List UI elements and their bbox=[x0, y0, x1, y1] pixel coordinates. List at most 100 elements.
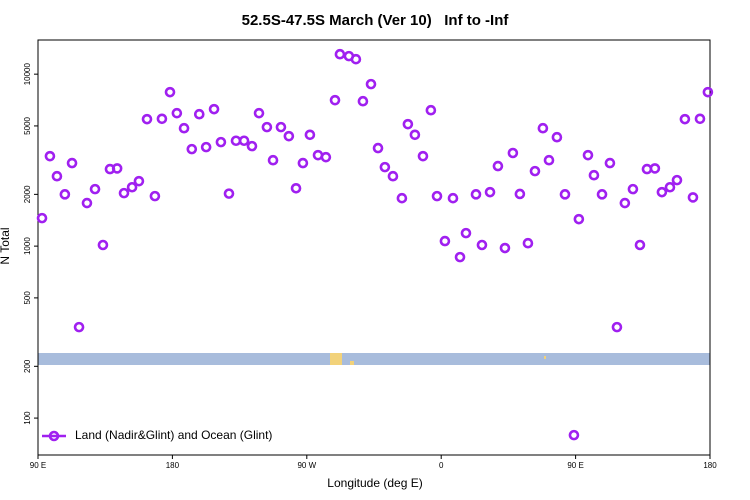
point bbox=[223, 188, 235, 199]
x-tick-label: 180 bbox=[703, 461, 717, 470]
legend-label: Land (Nadir&Glint) and Ocean (Glint) bbox=[75, 428, 272, 442]
point bbox=[460, 227, 472, 239]
point bbox=[507, 147, 519, 159]
point bbox=[582, 149, 594, 161]
chart-title: 52.5S-47.5S March (Ver 10) Inf to -Inf bbox=[242, 12, 510, 29]
point bbox=[543, 154, 555, 166]
point bbox=[164, 86, 176, 98]
point bbox=[253, 107, 265, 119]
point bbox=[529, 165, 541, 177]
point bbox=[267, 154, 279, 166]
point bbox=[320, 151, 332, 163]
point bbox=[261, 121, 273, 133]
y-axis-label: N Total bbox=[0, 227, 12, 264]
point bbox=[118, 187, 130, 199]
point bbox=[200, 141, 212, 153]
point bbox=[357, 95, 369, 107]
land-patch bbox=[544, 356, 546, 359]
y-tick-label: 2000 bbox=[23, 185, 32, 203]
point bbox=[186, 143, 198, 155]
point bbox=[431, 190, 443, 202]
point bbox=[537, 122, 549, 134]
y-tick-label: 500 bbox=[23, 291, 32, 305]
point bbox=[126, 181, 138, 193]
point bbox=[454, 251, 466, 263]
surface-mask bbox=[38, 353, 710, 365]
point bbox=[551, 131, 563, 143]
y-tick-label: 200 bbox=[23, 359, 32, 373]
x-tick-label: 90 W bbox=[297, 461, 316, 470]
point bbox=[387, 170, 399, 182]
plot-frame bbox=[37, 39, 711, 456]
point bbox=[611, 321, 623, 333]
y-tick-label: 5000 bbox=[23, 116, 32, 134]
point bbox=[89, 183, 101, 195]
point bbox=[329, 94, 341, 106]
point bbox=[409, 129, 421, 141]
point bbox=[156, 113, 168, 125]
point bbox=[171, 107, 183, 119]
point bbox=[702, 86, 714, 98]
point bbox=[573, 213, 585, 225]
point bbox=[559, 189, 571, 200]
point bbox=[304, 129, 316, 141]
point bbox=[568, 429, 580, 441]
point bbox=[208, 103, 220, 115]
legend-marker bbox=[48, 430, 60, 442]
point bbox=[402, 118, 414, 130]
y-tick-label: 1000 bbox=[23, 237, 32, 255]
point bbox=[44, 150, 56, 162]
point bbox=[694, 113, 706, 125]
point bbox=[97, 239, 109, 251]
point bbox=[81, 197, 93, 209]
point bbox=[141, 113, 153, 125]
point bbox=[178, 122, 190, 134]
point bbox=[66, 157, 78, 169]
point bbox=[484, 186, 496, 198]
point bbox=[111, 163, 123, 174]
land-patch bbox=[350, 361, 354, 365]
point bbox=[447, 192, 459, 204]
point bbox=[133, 175, 145, 187]
x-tick-label: 180 bbox=[166, 461, 180, 470]
point bbox=[372, 142, 384, 154]
point bbox=[283, 130, 295, 142]
point bbox=[149, 190, 161, 202]
point bbox=[425, 104, 437, 116]
point bbox=[619, 197, 631, 209]
point bbox=[588, 169, 600, 181]
point bbox=[522, 237, 534, 249]
point bbox=[379, 161, 391, 173]
land-patch bbox=[330, 353, 342, 365]
point bbox=[51, 170, 63, 182]
point bbox=[275, 121, 287, 133]
point bbox=[492, 160, 504, 172]
x-axis-label: Longitude (deg E) bbox=[327, 476, 422, 490]
point bbox=[238, 135, 250, 147]
point bbox=[439, 235, 451, 247]
point bbox=[671, 174, 683, 186]
point bbox=[290, 182, 302, 194]
point bbox=[604, 157, 616, 169]
point bbox=[596, 189, 608, 200]
point bbox=[365, 78, 377, 90]
point bbox=[514, 188, 526, 200]
x-tick-label: 90 E bbox=[30, 461, 46, 470]
point bbox=[679, 113, 691, 125]
point bbox=[499, 242, 511, 254]
point bbox=[417, 150, 429, 162]
point bbox=[297, 157, 309, 169]
point bbox=[334, 48, 346, 60]
point bbox=[634, 239, 646, 251]
point bbox=[193, 108, 205, 120]
x-tick-label: 90 E bbox=[567, 461, 583, 470]
y-tick-label: 100 bbox=[23, 411, 32, 425]
point bbox=[476, 239, 488, 251]
point bbox=[246, 140, 258, 152]
point bbox=[396, 192, 408, 204]
point bbox=[350, 53, 362, 65]
point bbox=[664, 181, 676, 193]
point bbox=[627, 183, 639, 195]
point bbox=[73, 321, 85, 333]
